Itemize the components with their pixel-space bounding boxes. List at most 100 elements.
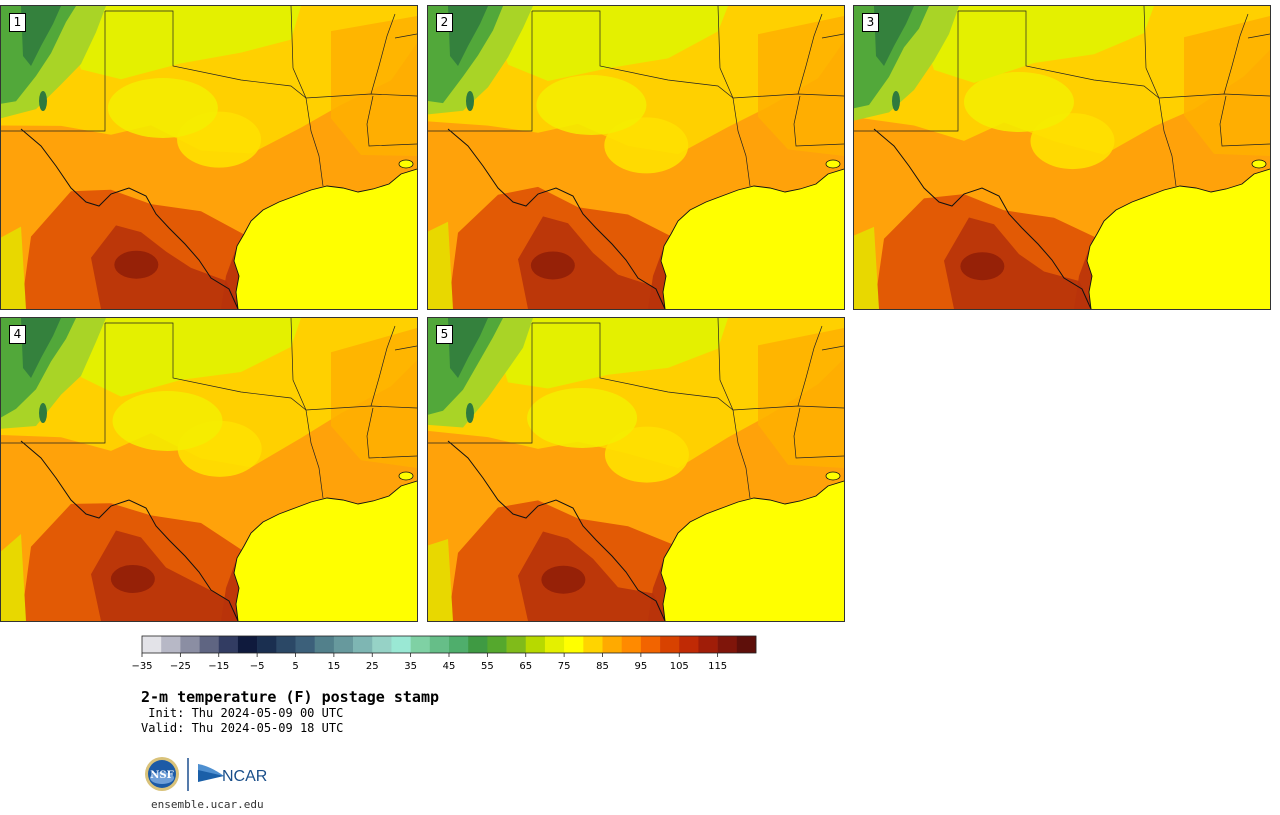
colorbar-tick-label: 55 xyxy=(481,661,494,672)
warm-patch xyxy=(963,71,1074,132)
state-boundary xyxy=(797,13,823,95)
gulf-of-mexico xyxy=(1087,169,1270,309)
warm-patch xyxy=(604,426,689,483)
state-boundary xyxy=(1,323,106,444)
cool-region xyxy=(428,539,453,621)
cool-region xyxy=(854,226,879,309)
lake xyxy=(825,471,841,481)
state-boundary xyxy=(1,11,106,132)
colorbar-swatch xyxy=(391,636,411,653)
cool-region xyxy=(428,221,453,309)
state-boundary xyxy=(370,13,396,95)
colorbar-tick-label: 15 xyxy=(328,661,341,672)
very-hot-region xyxy=(518,531,668,621)
panel-number-label: 1 xyxy=(9,13,26,32)
nsf-logo: NSF xyxy=(145,757,179,791)
colorbar-swatch xyxy=(353,636,373,653)
colorbar-swatch xyxy=(736,636,757,653)
state-boundary xyxy=(732,97,751,187)
warm-region-ne xyxy=(1184,16,1270,156)
colorbar-swatch xyxy=(621,636,642,653)
colorbar-swatch xyxy=(199,636,220,653)
state-boundary xyxy=(532,322,734,411)
map-panel-3[interactable]: 3 xyxy=(853,5,1271,310)
temperature-colorbar: −35 −25 −15 −5 5 15 25 35 45 55 65 75 85 95 105 115 xyxy=(131,635,757,672)
colorbar-tick-label: 115 xyxy=(708,661,727,672)
map-panel-4[interactable]: 4 xyxy=(0,317,418,622)
colorbar-tick-label: −15 xyxy=(208,661,229,672)
mountain-region xyxy=(21,6,61,66)
state-boundary xyxy=(854,11,959,132)
temperature-map xyxy=(1,318,417,621)
gulf-of-mexico xyxy=(234,169,417,309)
very-hot-region xyxy=(518,216,668,309)
mountain-region xyxy=(466,91,474,111)
state-boundary xyxy=(366,95,417,147)
warm-patch xyxy=(107,77,218,138)
lake xyxy=(825,159,841,169)
colorbar-swatch xyxy=(295,636,315,653)
state-boundary xyxy=(105,322,307,411)
colorbar-tick-label: 65 xyxy=(519,661,532,672)
international-border xyxy=(20,128,239,309)
colorbar-tick-label: 45 xyxy=(443,661,456,672)
mountain-region xyxy=(21,318,61,378)
cool-region xyxy=(1,533,26,621)
coastline xyxy=(660,168,844,309)
colorbar-swatch xyxy=(679,636,699,653)
state-boundary xyxy=(366,407,417,459)
mountain-region xyxy=(892,91,900,111)
colorbar-swatch xyxy=(180,636,200,653)
state-boundary xyxy=(1219,95,1270,147)
lake xyxy=(398,159,414,169)
colorbar-tick-label: −5 xyxy=(250,661,265,672)
svg-text:NSF: NSF xyxy=(150,770,173,781)
site-url: ensemble.ucar.edu xyxy=(151,798,264,811)
international-border xyxy=(447,440,666,621)
mild-region xyxy=(914,6,1154,83)
temperature-map xyxy=(1,6,417,309)
mountain-region xyxy=(466,403,474,423)
mountain-region xyxy=(874,6,914,66)
state-boundary xyxy=(797,325,823,407)
mountain-region xyxy=(39,91,47,111)
colorbar-swatch xyxy=(372,636,392,653)
colorbar-tick-label: 25 xyxy=(366,661,379,672)
panel-number-label: 3 xyxy=(862,13,879,32)
warm-patch xyxy=(527,387,638,448)
colorbar-tick-label: −25 xyxy=(170,661,191,672)
very-hot-region xyxy=(91,530,241,621)
colorbar-tick-label: −35 xyxy=(131,661,152,672)
colorbar-swatch xyxy=(449,636,469,653)
mountain-region xyxy=(39,403,47,423)
coastline xyxy=(1086,168,1270,309)
panel-number-label: 5 xyxy=(436,325,453,344)
warm-region-ne xyxy=(758,16,844,156)
colorbar-tick-label: 35 xyxy=(404,661,417,672)
colorbar-swatch xyxy=(717,636,738,653)
colorbar-swatch xyxy=(640,636,661,653)
colorbar-swatch xyxy=(142,636,162,653)
warm-patch xyxy=(1030,113,1115,170)
colorbar-swatch xyxy=(583,636,603,653)
panel-number-label: 2 xyxy=(436,13,453,32)
colorbar-swatch xyxy=(237,636,258,653)
state-boundary xyxy=(394,345,417,351)
ncar-logo: NCAR xyxy=(198,764,267,785)
map-panel-2[interactable]: 2 xyxy=(427,5,845,310)
colorbar-swatch xyxy=(544,636,565,653)
map-panel-5[interactable]: 5 xyxy=(427,317,845,622)
warm-region-ne xyxy=(331,328,417,468)
map-panel-1[interactable]: 1 xyxy=(0,5,418,310)
colorbar-swatch xyxy=(314,636,335,653)
international-border xyxy=(20,440,239,621)
colorbar-tick-label: 105 xyxy=(670,661,689,672)
colorbar-swatch xyxy=(429,636,450,653)
colorbar-swatch xyxy=(333,636,354,653)
gulf-of-mexico xyxy=(234,481,417,621)
gulf-of-mexico xyxy=(661,481,844,621)
state-boundary xyxy=(793,95,844,147)
peak-heat xyxy=(530,251,575,280)
peak-heat xyxy=(541,565,586,594)
warm-patch xyxy=(112,390,223,451)
